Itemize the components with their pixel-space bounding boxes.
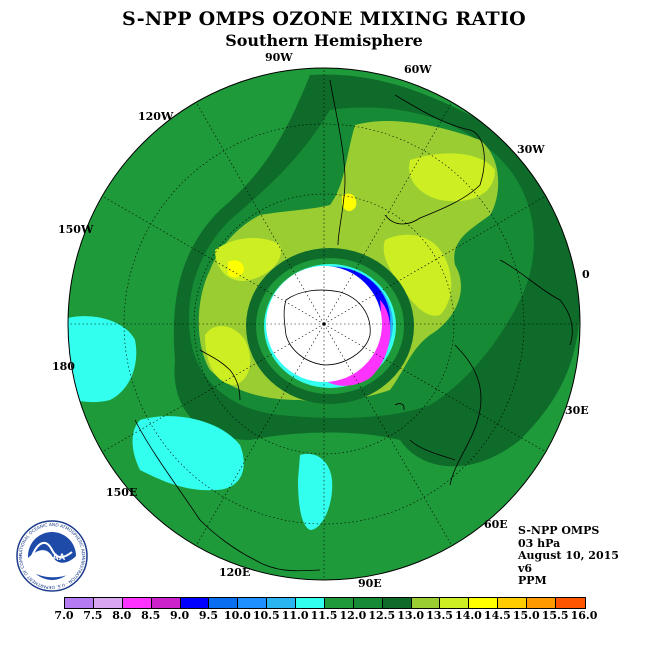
page-title: S-NPP OMPS OZONE MIXING RATIO — [121, 8, 527, 30]
vortex-8-0 — [325, 300, 391, 386]
colorbar-swatch — [324, 598, 354, 608]
field-13-5-b — [342, 193, 357, 212]
lon-label-90e: 90E — [358, 577, 382, 590]
lon-label-150w: 150W — [58, 223, 94, 236]
colorbar-tick-label: 15.0 — [512, 609, 540, 622]
info-date: August 10, 2015 — [518, 549, 619, 562]
colorbar-tick-label: 11.5 — [310, 609, 338, 622]
colorbar-tick-label: 10.5 — [252, 609, 280, 622]
colorbar-swatch — [527, 598, 556, 608]
colorbar-tick-label: 11.0 — [281, 609, 309, 622]
latitude-circle — [193, 193, 455, 455]
lon-label-0: 0 — [582, 268, 590, 281]
lon-label-60w: 60W — [404, 63, 432, 76]
lon-label-30e: 30E — [565, 404, 589, 417]
field-13-0-b — [383, 234, 452, 316]
graticule — [68, 68, 580, 580]
colorbar-swatch — [555, 598, 585, 608]
logo-bird-icon — [31, 541, 73, 558]
colorbar-tick-label: 10.0 — [223, 609, 251, 622]
colorbar-swatch — [296, 598, 325, 608]
colorbar-tick-label: 12.0 — [339, 609, 367, 622]
lon-label-30w: 30W — [517, 143, 545, 156]
coastlines — [134, 79, 573, 572]
colorbar-tick-label: 8.0 — [112, 609, 132, 622]
colorbar-tick-label: 14.5 — [483, 609, 511, 622]
meridian — [323, 323, 547, 453]
colorbar — [64, 597, 586, 609]
field-11-0-south — [132, 416, 244, 491]
colorbar-tick-label: 7.0 — [54, 609, 74, 622]
colorbar-swatch — [353, 598, 383, 608]
lon-label-90w: 90W — [265, 51, 293, 64]
page-subtitle: Southern Hemisphere — [225, 31, 423, 50]
meridian — [323, 195, 547, 325]
info-block: S-NPP OMPS 03 hPa August 10, 2015 v6 PPM — [518, 524, 619, 588]
field-13-0-a — [409, 153, 495, 202]
colorbar-swatch — [180, 598, 210, 608]
info-units: PPM — [518, 574, 547, 587]
colorbar-swatch — [65, 598, 94, 608]
map-border — [67, 67, 581, 581]
colorbar-swatch — [498, 598, 527, 608]
colorbar-tick-label: 13.0 — [397, 609, 425, 622]
colorbar-swatch — [469, 598, 499, 608]
info-version: v6 — [518, 561, 533, 575]
field-13-5-a — [228, 260, 244, 278]
lon-label-150e: 150E — [106, 486, 137, 499]
colorbar-swatch — [440, 598, 470, 608]
colorbar-swatch — [151, 598, 181, 608]
colorbar-swatch — [382, 598, 412, 608]
colorbar-swatch — [209, 598, 239, 608]
colorbar-swatch — [122, 598, 152, 608]
colorbar-tick-label: 14.0 — [455, 609, 482, 622]
meridian — [101, 195, 325, 325]
lon-label-180: 180 — [52, 360, 75, 373]
lon-label-60e: 60E — [484, 518, 508, 531]
lon-label-120e: 120E — [219, 566, 250, 579]
colorbar-tick-label: 12.5 — [368, 609, 396, 622]
colorbar-tick-label: 9.5 — [198, 609, 219, 622]
meridian — [323, 323, 453, 547]
south-pole-marker — [322, 322, 326, 326]
meridian — [195, 101, 325, 325]
colorbar-tick-label: 9.0 — [169, 609, 190, 622]
colorbar-swatch — [238, 598, 268, 608]
lon-label-120w: 120W — [138, 110, 174, 123]
info-level: 03 hPa — [518, 536, 561, 550]
ozone-field — [68, 68, 580, 580]
field-13-0-c — [205, 325, 251, 385]
noaa-logo: NATIONAL OCEANIC AND ATMOSPHERIC ADMINIS… — [16, 520, 88, 592]
logo-wave-icon — [28, 550, 76, 578]
colorbar-tick-label: 13.5 — [426, 609, 453, 622]
meridian — [195, 323, 325, 547]
colorbar-tick-label: 7.5 — [83, 609, 103, 622]
meridian — [101, 323, 325, 453]
colorbar-tick-label: 15.5 — [541, 609, 569, 622]
field-11-0-west — [68, 316, 137, 403]
info-instrument: S-NPP OMPS — [518, 524, 600, 537]
logo-wordmark: NOAA — [39, 552, 66, 562]
meridian — [323, 101, 453, 325]
colorbar-tick-label: 8.5 — [141, 609, 161, 622]
colorbar-swatch — [411, 598, 441, 608]
field-11-0-southeast — [298, 453, 333, 530]
colorbar-swatch — [267, 598, 296, 608]
colorbar-swatch — [93, 598, 123, 608]
colorbar-tick-label: 16.0 — [570, 609, 598, 622]
